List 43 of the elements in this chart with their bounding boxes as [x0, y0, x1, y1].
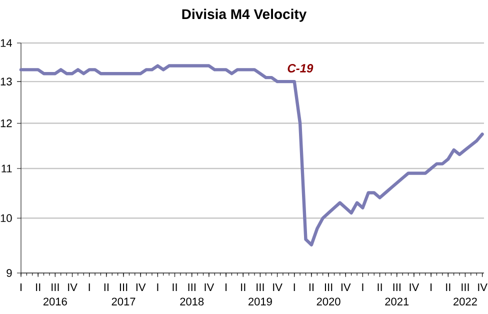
x-tick-label: I — [157, 283, 158, 292]
x-tick-label: II — [172, 283, 177, 292]
text: 2018 — [180, 298, 204, 306]
x-tick-label: IV — [136, 283, 146, 292]
text: 2019 — [248, 298, 272, 306]
text: 2020 — [316, 298, 340, 306]
x-tick-label: I — [20, 283, 22, 292]
text: 2022 — [454, 298, 477, 306]
x-tick-label: II — [104, 283, 108, 292]
x-tick-label: I — [226, 283, 227, 292]
y-tick-label: 10 — [0, 214, 12, 222]
x-tick-label: III — [188, 283, 196, 292]
x-tick-label: IV — [204, 283, 214, 292]
y-tick-label: 13 — [0, 78, 12, 86]
x-tick-label: III — [393, 283, 400, 292]
x-tick-label: III — [52, 283, 59, 292]
x-tick-label: I — [430, 283, 432, 292]
x-tick-label: III — [256, 283, 264, 292]
x-tick-label: IV — [341, 283, 351, 292]
x-tick-label: I — [362, 283, 364, 292]
x-tick-label: I — [88, 283, 90, 292]
x-tick-label: IV — [478, 283, 488, 292]
text: 2016 — [43, 298, 67, 306]
x-tick-label: II — [36, 283, 40, 292]
x-tick-label: III — [462, 283, 469, 292]
y-tick-label: 11 — [2, 164, 12, 172]
x-tick-label: II — [309, 283, 314, 292]
x-tick-label: IV — [273, 283, 282, 292]
y-tick-label: 12 — [0, 119, 12, 128]
x-tick-label: IV — [410, 283, 420, 292]
annotation: C-19 — [288, 64, 314, 73]
x-tick-label: II — [241, 283, 246, 292]
x-tick-label: II — [378, 283, 382, 292]
y-tick-label: 14 — [0, 39, 12, 47]
x-tick-label: III — [324, 283, 332, 292]
x-tick-label: II — [446, 283, 450, 292]
text: 2021 — [385, 298, 409, 306]
x-tick-label: IV — [68, 283, 78, 292]
text: 2017 — [112, 298, 136, 306]
chart-title: Divisia M4 Velocity — [182, 8, 307, 22]
y-tick-label: 9 — [6, 269, 12, 277]
x-tick-label: III — [120, 283, 128, 292]
x-tick-label: I — [294, 283, 295, 292]
